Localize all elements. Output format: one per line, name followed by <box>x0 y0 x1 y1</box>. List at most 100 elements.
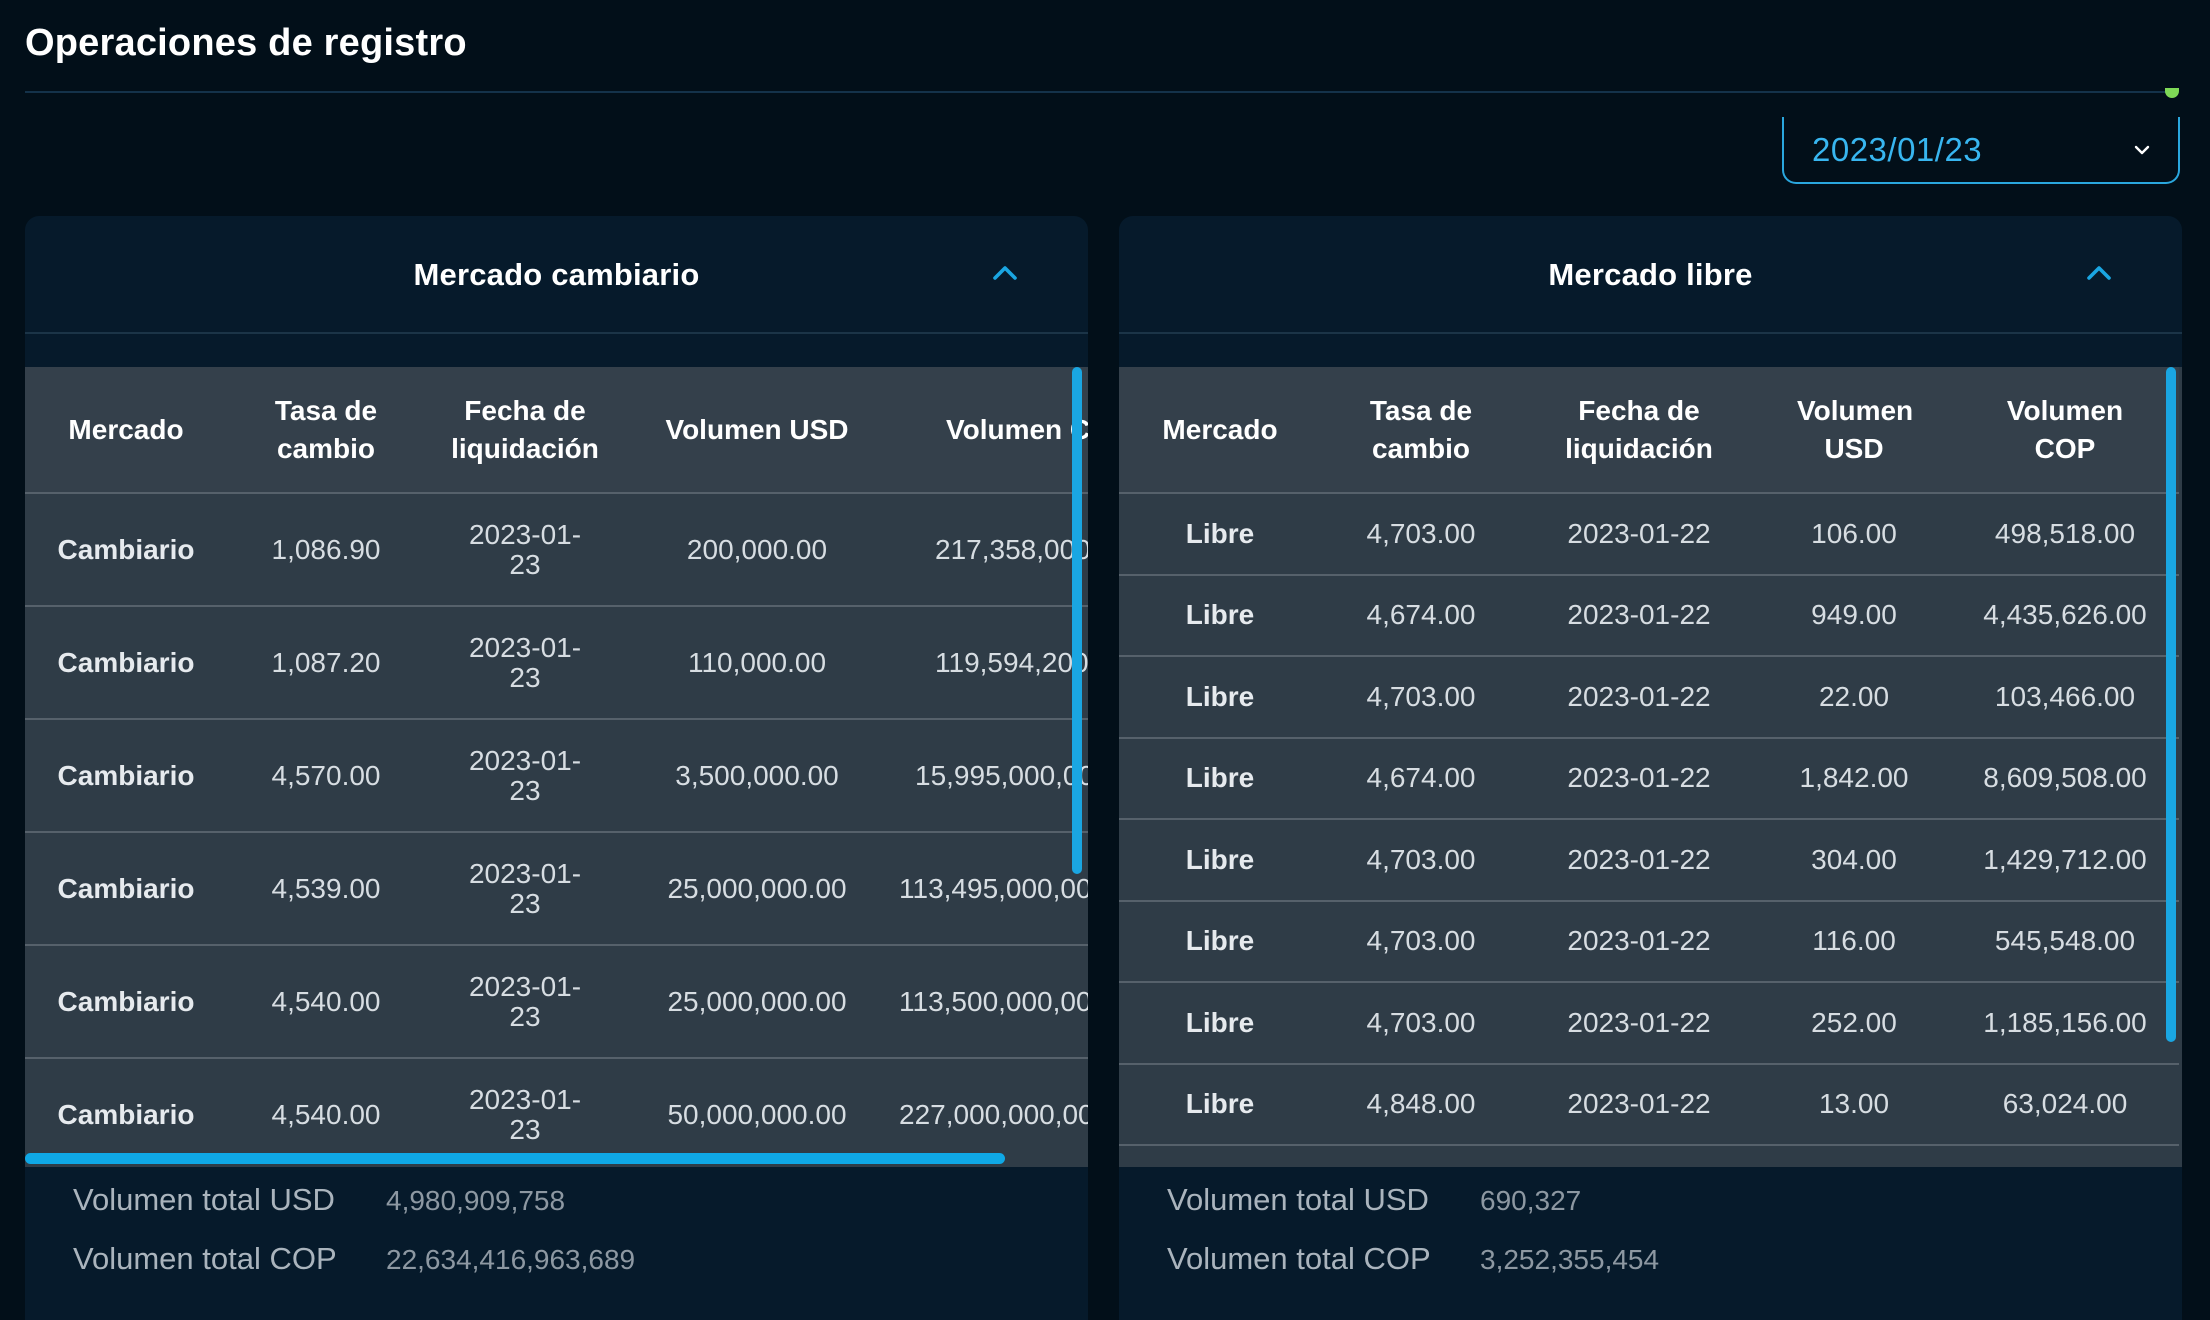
table-row[interactable]: Cambiario 4,539.00 2023-01-23 25,000,000… <box>25 832 1088 946</box>
cell-rate: 4,848.00 <box>1321 1063 1521 1146</box>
cell-date: 2023-01-23 <box>425 493 625 607</box>
cell-rate: 4,703.00 <box>1321 656 1521 739</box>
table-header-row: Mercado Tasa de cambio Fecha de liquidac… <box>25 367 1088 494</box>
cell-usd: 304.00 <box>1757 819 1951 902</box>
cell-date: 2023-01-23 <box>425 832 625 946</box>
date-select[interactable]: 2023/01/23 <box>1782 117 2180 184</box>
total-usd-value: 4,980,909,758 <box>386 1185 566 1216</box>
column-header-mercado[interactable]: Mercado <box>25 367 227 494</box>
cell-date: 2023-01-22 <box>1521 900 1757 983</box>
total-usd-label: Volumen total USD <box>1167 1182 1429 1217</box>
page-title: Operaciones de registro <box>25 22 467 64</box>
table-row[interactable]: Cambiario 1,086.90 2023-01-23 200,000.00… <box>25 493 1088 607</box>
cell-market: Cambiario <box>25 945 227 1059</box>
total-cop-label: Volumen total COP <box>1167 1241 1431 1276</box>
chevron-up-icon <box>2085 264 2113 287</box>
cell-rate: 4,703.00 <box>1321 819 1521 902</box>
cell-cop: 1,185,156.00 <box>1951 982 2179 1065</box>
cell-rate: 4,539.00 <box>227 832 425 946</box>
total-cop-label: Volumen total COP <box>73 1241 337 1276</box>
table-row[interactable]: Libre 4,703.00 2023-01-22 304.00 1,429,7… <box>1119 819 2179 902</box>
cell-usd: 106.00 <box>1757 493 1951 576</box>
cell-usd: 22.00 <box>1757 656 1951 739</box>
cell-cop: 103,466.00 <box>1951 656 2179 739</box>
horizontal-scrollbar[interactable] <box>25 1153 1005 1164</box>
column-header-tasa[interactable]: Tasa de cambio <box>227 367 425 494</box>
column-header-fecha[interactable]: Fecha de liquidación <box>1521 367 1757 494</box>
column-header-mercado[interactable]: Mercado <box>1119 367 1321 494</box>
cell-rate: 1,087.20 <box>227 606 425 720</box>
cell-cop: 1,429,712.00 <box>1951 819 2179 902</box>
cell-cop: 113,495,000,000.00 <box>889 832 1088 946</box>
table-row[interactable]: Libre 4,703.00 2023-01-22 106.00 498,518… <box>1119 493 2179 576</box>
total-usd-label: Volumen total USD <box>73 1182 335 1217</box>
table-row[interactable]: Libre 4,703.00 2023-01-22 252.00 1,185,1… <box>1119 982 2179 1065</box>
panel-header: Mercado libre <box>1119 216 2182 333</box>
collapse-button[interactable] <box>2082 258 2116 292</box>
cell-date: 2023-01-22 <box>1521 982 1757 1065</box>
cell-date: 2023-01-22 <box>1521 737 1757 820</box>
total-cop-value: 3,252,355,454 <box>1480 1244 1660 1275</box>
cell-usd: 200,000.00 <box>625 493 889 607</box>
cell-usd: 25,000,000.00 <box>625 945 889 1059</box>
column-header-fecha[interactable]: Fecha de liquidación <box>425 367 625 494</box>
total-cop-value: 22,634,416,963,689 <box>386 1244 636 1275</box>
totals-summary: Volumen total USD 690,327 Volumen total … <box>1167 1182 2147 1292</box>
cell-date: 2023-01-23 <box>425 945 625 1059</box>
cell-date: 2023-01-22 <box>1521 819 1757 902</box>
column-header-volumen-cop[interactable]: Volumen COP <box>889 367 1088 494</box>
panel-mercado-libre: Mercado libre Mercado Tasa de cambio Fec… <box>1119 216 2182 1320</box>
cell-cop: 119,594,200.00 <box>889 606 1088 720</box>
column-header-tasa[interactable]: Tasa de cambio <box>1321 367 1521 494</box>
cell-cop: 498,518.00 <box>1951 493 2179 576</box>
cell-rate: 4,674.00 <box>1321 574 1521 657</box>
cell-date: 2023-01-22 <box>1521 1063 1757 1146</box>
total-cop-row: Volumen total COP 3,252,355,454 <box>1167 1241 2147 1300</box>
cell-rate: 4,703.00 <box>1321 982 1521 1065</box>
table-row[interactable]: Cambiario 4,570.00 2023-01-23 3,500,000.… <box>25 719 1088 833</box>
column-header-volumen-cop[interactable]: Volumen COP <box>1951 367 2179 494</box>
cell-date: 2023-01-22 <box>1521 574 1757 657</box>
panel-divider <box>25 332 1088 334</box>
cell-usd: 110,000.00 <box>625 606 889 720</box>
table-row[interactable]: Libre 4,674.00 2023-01-22 949.00 4,435,6… <box>1119 574 2179 657</box>
cell-market: Libre <box>1119 737 1321 820</box>
cell-market: Libre <box>1119 900 1321 983</box>
cell-rate: 4,674.00 <box>1321 737 1521 820</box>
cell-market: Libre <box>1119 656 1321 739</box>
cell-rate: 4,540.00 <box>227 945 425 1059</box>
column-header-volumen-usd[interactable]: Volumen USD <box>625 367 889 494</box>
title-divider <box>25 91 2177 93</box>
cell-cop: 217,358,000.00 <box>889 493 1088 607</box>
vertical-scrollbar[interactable] <box>2166 367 2176 1042</box>
table-row[interactable]: Libre 4,703.00 2023-01-22 22.00 103,466.… <box>1119 656 2179 739</box>
panel-divider <box>1119 332 2182 334</box>
table-row[interactable]: Libre 4,848.00 2023-01-22 13.00 63,024.0… <box>1119 1063 2179 1146</box>
total-usd-row: Volumen total USD 690,327 <box>1167 1182 2147 1241</box>
table-viewport[interactable]: Mercado Tasa de cambio Fecha de liquidac… <box>1119 367 2182 1182</box>
cell-usd: 252.00 <box>1757 982 1951 1065</box>
cell-date: 2023-01-23 <box>425 719 625 833</box>
table-row[interactable]: Libre 4,674.00 2023-01-22 1,842.00 8,609… <box>1119 737 2179 820</box>
cell-cop: 113,500,000,000.00 <box>889 945 1088 1059</box>
total-cop-row: Volumen total COP 22,634,416,963,689 <box>73 1241 1053 1300</box>
table-row[interactable]: Cambiario 1,087.20 2023-01-23 110,000.00… <box>25 606 1088 720</box>
table-row[interactable]: Cambiario 4,540.00 2023-01-23 25,000,000… <box>25 945 1088 1059</box>
cell-market: Cambiario <box>25 493 227 607</box>
cell-market: Cambiario <box>25 719 227 833</box>
libre-table: Mercado Tasa de cambio Fecha de liquidac… <box>1119 367 2179 1146</box>
cell-usd: 3,500,000.00 <box>625 719 889 833</box>
total-usd-row: Volumen total USD 4,980,909,758 <box>73 1182 1053 1241</box>
table-header-row: Mercado Tasa de cambio Fecha de liquidac… <box>1119 367 2179 494</box>
table-row[interactable]: Libre 4,703.00 2023-01-22 116.00 545,548… <box>1119 900 2179 983</box>
cell-cop: 545,548.00 <box>1951 900 2179 983</box>
cell-date: 2023-01-22 <box>1521 656 1757 739</box>
cell-cop: 15,995,000,000.00 <box>889 719 1088 833</box>
panel-title: Mercado libre <box>1548 256 1753 292</box>
panel-title: Mercado cambiario <box>413 256 700 292</box>
cell-usd: 13.00 <box>1757 1063 1951 1146</box>
chevron-down-icon[interactable] <box>2132 140 2152 160</box>
vertical-scrollbar[interactable] <box>1072 367 1082 874</box>
collapse-button[interactable] <box>988 258 1022 292</box>
column-header-volumen-usd[interactable]: Volumen USD <box>1757 367 1951 494</box>
